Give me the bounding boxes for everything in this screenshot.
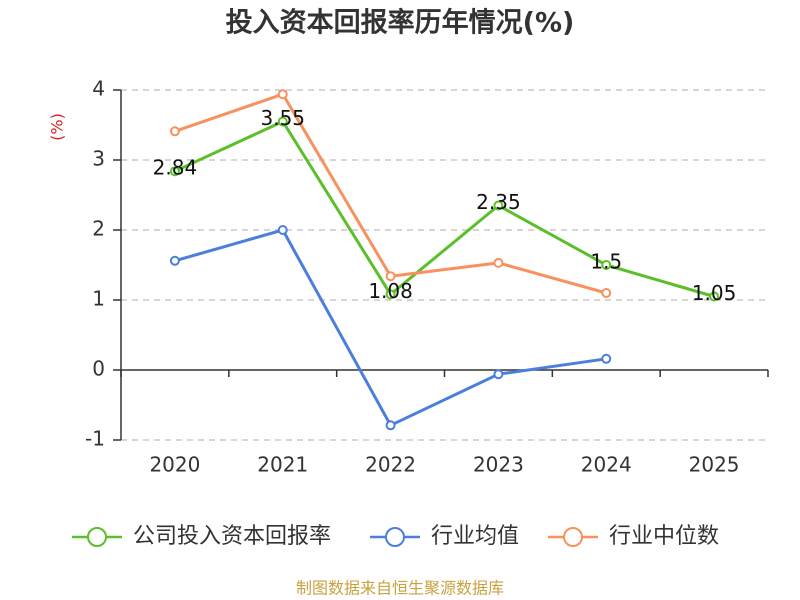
legend-item-0[interactable]: 公司投入资本回报率 <box>72 524 331 549</box>
data-labels: 2.84 3.55 1.08 2.35 1.5 1.05 <box>153 106 737 305</box>
data-point <box>169 126 180 137</box>
x-tick-label: 2022 <box>365 453 416 477</box>
axes: -1 0 1 2 3 4 2020 2021 2022 2023 2024 2025 <box>85 77 769 477</box>
data-point <box>385 420 396 431</box>
data-point <box>493 369 504 380</box>
data-point <box>169 255 180 266</box>
data-label: 1.05 <box>692 281 737 305</box>
y-tick-label: -1 <box>85 427 105 451</box>
data-label: 1.08 <box>368 279 413 303</box>
legend-marker-icon <box>563 527 583 547</box>
data-point <box>493 257 504 268</box>
series-layer <box>169 89 720 431</box>
legend-item-1[interactable]: 行业均值 <box>370 524 519 549</box>
data-point <box>277 116 288 127</box>
data-point <box>709 291 720 302</box>
source-note: 制图数据来自恒生聚源数据库 <box>296 579 504 598</box>
series-1 <box>169 225 612 431</box>
gridlines <box>121 89 768 441</box>
y-tick-label: 1 <box>92 287 105 311</box>
data-label: 1.5 <box>590 250 622 274</box>
data-point <box>493 200 504 211</box>
data-point <box>277 225 288 235</box>
x-tick-label: 2021 <box>257 453 308 477</box>
legend-marker-icon <box>87 527 107 547</box>
y-tick-label: 0 <box>92 357 105 381</box>
series-line <box>173 120 716 298</box>
series-0 <box>169 116 720 302</box>
series-2 <box>169 89 612 298</box>
x-tick-label: 2023 <box>473 453 524 477</box>
data-point <box>169 166 180 177</box>
legend: 公司投入资本回报率 行业均值 行业中位数 <box>72 524 719 549</box>
data-label: 2.84 <box>153 156 198 180</box>
legend-marker-icon <box>385 527 405 547</box>
y-tick-label: 2 <box>92 217 105 241</box>
data-point <box>385 289 396 300</box>
data-point <box>601 288 612 298</box>
y-tick-label: 3 <box>92 147 105 171</box>
legend-item-2[interactable]: 行业中位数 <box>548 524 719 549</box>
y-axis-label: (%) <box>48 113 67 141</box>
x-tick-label: 2024 <box>581 453 632 477</box>
x-tick-label: 2020 <box>149 453 200 477</box>
data-point <box>385 271 396 282</box>
legend-label: 公司投入资本回报率 <box>133 524 331 549</box>
data-point <box>601 260 612 270</box>
legend-label: 行业中位数 <box>609 524 719 549</box>
data-label: 3.55 <box>260 106 305 130</box>
data-point <box>601 353 612 364</box>
legend-label: 行业均值 <box>431 524 519 549</box>
data-label: 2.35 <box>476 190 521 214</box>
data-point <box>277 89 288 100</box>
x-tick-label: 2025 <box>689 453 740 477</box>
y-tick-label: 4 <box>92 77 105 101</box>
chart-title: 投入资本回报率历年情况(%) <box>226 7 575 39</box>
